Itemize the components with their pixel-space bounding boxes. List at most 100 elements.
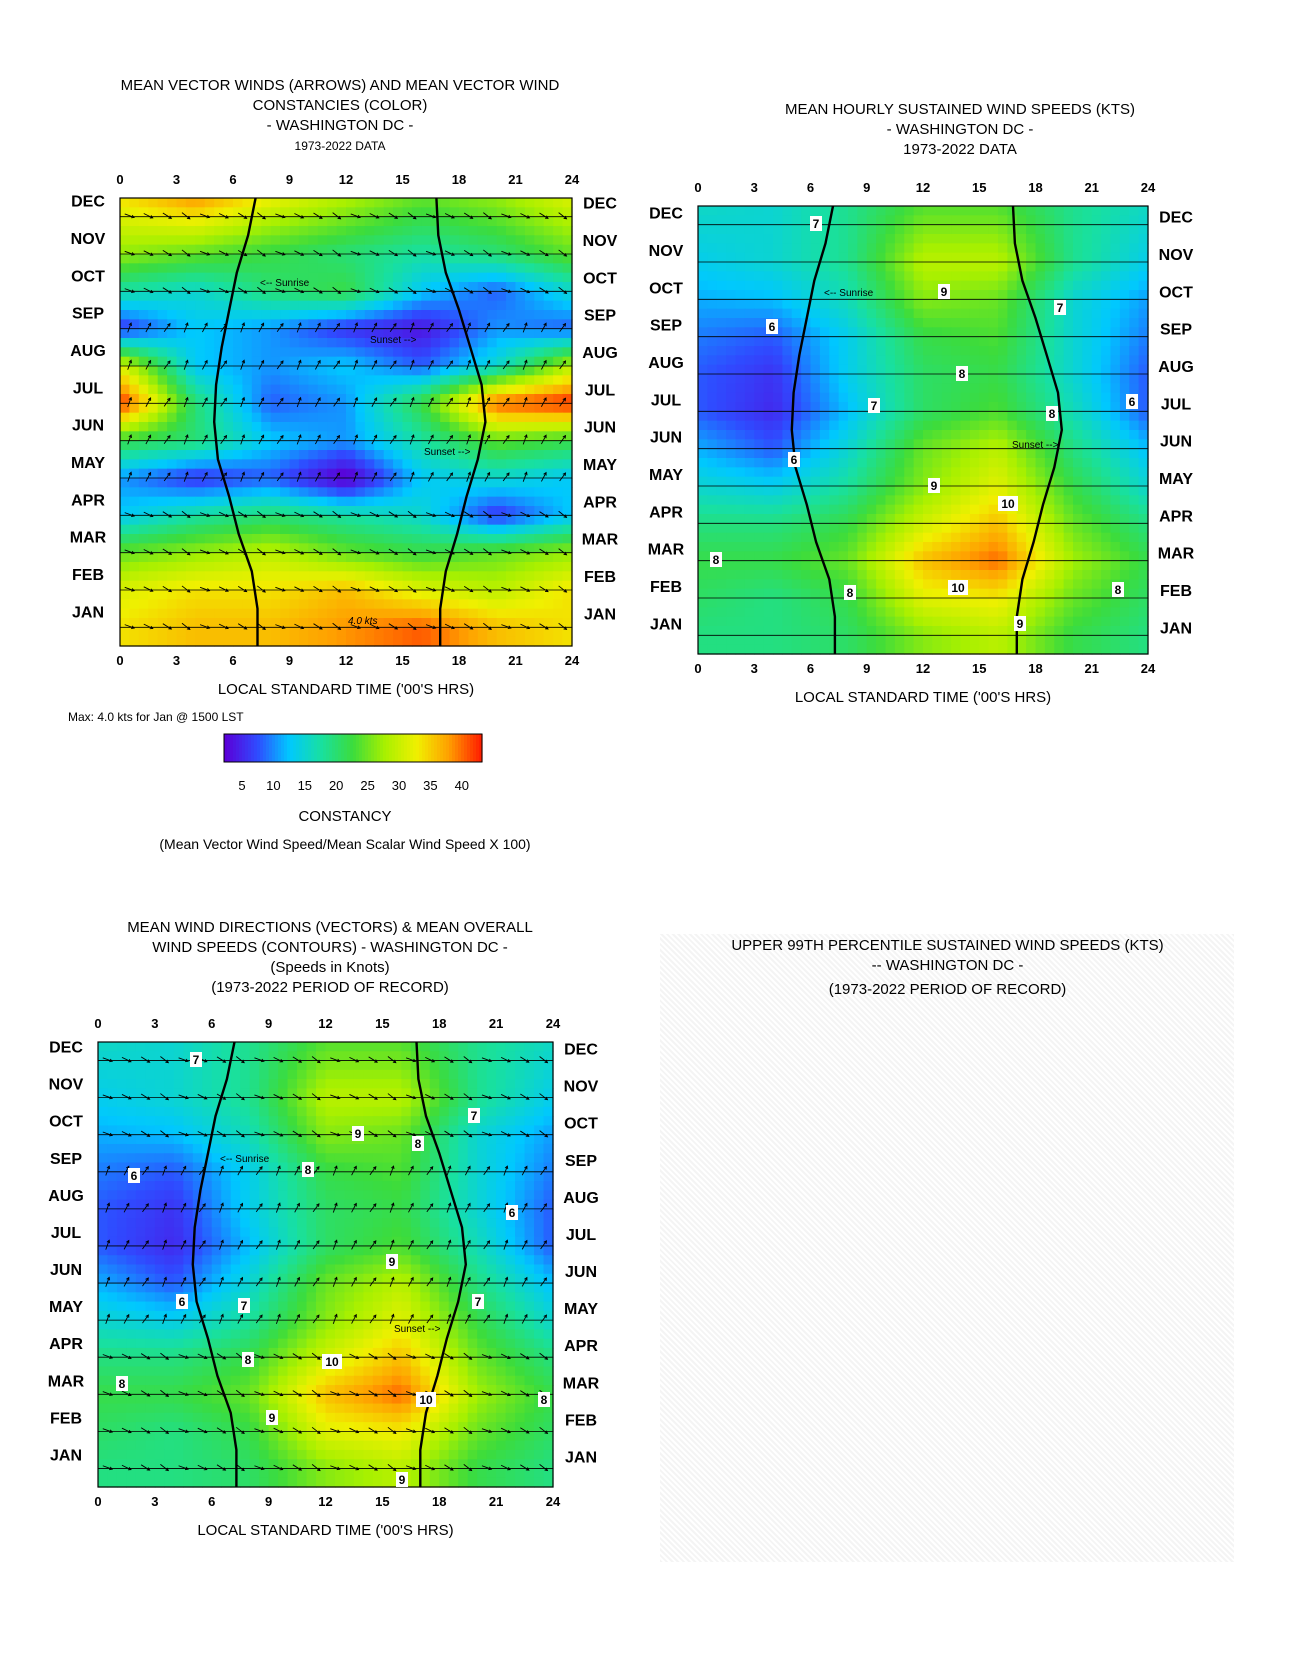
p2-heat-cell: [932, 355, 943, 366]
p1-heat-cell: [214, 590, 225, 600]
p2-heat-cell: [941, 420, 952, 431]
p2-heat-cell: [866, 504, 877, 515]
p2-heat-cell: [754, 402, 765, 412]
p1-heat-cell: [214, 263, 225, 274]
p1-heat-cell: [157, 310, 168, 320]
p1-heat-cell: [261, 422, 272, 432]
p2-heat-cell: [1063, 392, 1074, 403]
p1-heat-cell: [195, 580, 206, 591]
p2-heat-cell: [1026, 364, 1037, 375]
p1-heat-cell: [364, 272, 375, 283]
p1-heat-cell: [459, 590, 470, 600]
p2-heat-cell: [904, 430, 915, 440]
p2-heat-cell: [1016, 542, 1027, 552]
p2-heat-cell: [1101, 560, 1112, 571]
p2-heat-cell: [782, 560, 793, 571]
p1-heat-cell: [374, 319, 385, 330]
p1-heat-cell: [543, 599, 554, 610]
p2-heat-cell: [754, 280, 765, 291]
p1-heat-cell: [459, 543, 470, 554]
p1-heat-cell: [327, 636, 338, 647]
p2-heat-cell: [716, 364, 727, 375]
p2-heat-cell: [773, 262, 783, 272]
p2-heat-cell: [838, 308, 849, 319]
p1-heat-cell: [280, 636, 291, 647]
p2-heat-cell: [754, 262, 765, 272]
p1-heat-cell: [355, 375, 366, 386]
p1-heat-cell: [214, 534, 225, 544]
p1-heat-cell: [430, 636, 441, 647]
p1-heat-cell: [280, 263, 291, 274]
p2-heat-cell: [773, 420, 783, 431]
p1-heat-cell: [459, 366, 470, 376]
p2-heat-cell: [941, 299, 952, 310]
p1-heat-cell: [374, 347, 385, 358]
p1-heat-cell: [543, 506, 554, 516]
p1-heatmap: [120, 198, 573, 647]
p1-heat-cell: [374, 534, 385, 544]
p1-heat-cell: [120, 468, 131, 479]
p2-heat-cell: [951, 346, 962, 356]
p1-heat-cell: [242, 636, 253, 647]
p1-heat-cell: [459, 282, 470, 292]
p2-heat-cell: [988, 243, 999, 254]
p2-heat-cell: [979, 588, 990, 599]
p1-heat-cell: [421, 272, 432, 283]
p2-heat-cell: [857, 336, 868, 347]
p2-heat-cell: [698, 542, 708, 552]
p1-heat-cell: [430, 226, 441, 236]
p1-heat-cell: [214, 496, 225, 507]
p2-heat-cell: [1082, 252, 1093, 263]
p1-heat-cell: [496, 338, 507, 348]
p1-heat-cell: [280, 356, 291, 367]
p2-heat-cell: [744, 458, 755, 468]
p2-heat-cell: [1035, 308, 1046, 319]
p1-heat-cell: [355, 384, 366, 395]
p2-heat-cell: [969, 290, 980, 300]
p2-heat-cell: [866, 523, 877, 534]
p1-heat-cell: [204, 216, 215, 227]
p2-heat-cell: [1063, 476, 1074, 487]
p1-heat-cell: [233, 310, 244, 320]
p2-heat-cell: [1091, 467, 1102, 478]
p1-heat-cell: [242, 282, 253, 292]
p1-heat-cell: [251, 571, 262, 582]
p2-heat-cell: [829, 448, 840, 459]
p1-heat-cell: [327, 347, 338, 358]
p1-heat-cell: [327, 319, 338, 330]
p2-heat-cell: [716, 355, 727, 366]
p2-heat-cell: [819, 355, 830, 366]
p1-heat-cell: [157, 347, 168, 358]
p1-heat-cell: [487, 272, 498, 283]
p1-heat-cell: [393, 478, 404, 488]
p2-heat-cell: [763, 411, 774, 422]
p1-heat-cell: [176, 207, 187, 218]
p1-heat-cell: [120, 254, 131, 264]
p2-heat-cell: [735, 598, 746, 608]
p1-heat-cell: [327, 571, 338, 582]
p2-heat-cell: [960, 598, 971, 608]
p1-heat-cell: [496, 524, 507, 535]
p2-heat-cell: [1138, 234, 1149, 244]
p1-heat-cell: [346, 356, 357, 367]
p2-heat-cell: [857, 532, 868, 543]
p1-heat-cell: [524, 282, 535, 292]
p2-heat-cell: [744, 392, 755, 403]
p1-heat-cell: [157, 356, 168, 367]
p2-heat-cell: [988, 262, 999, 272]
p1-heat-cell: [223, 291, 234, 302]
p2-heat-cell: [782, 579, 793, 590]
p2-heat-cell: [848, 560, 858, 571]
p2-heat-cell: [951, 318, 962, 328]
p2-heat-cell: [716, 448, 727, 459]
p2-heat-cell: [848, 234, 858, 244]
p2-heat-cell: [988, 430, 999, 440]
p1-heat-cell: [148, 450, 159, 460]
p2-heat-cell: [1035, 532, 1046, 543]
p2-heat-cell: [1073, 318, 1083, 328]
p1-heat-cell: [421, 450, 432, 460]
p1-heat-cell: [289, 310, 300, 320]
p2-heat-cell: [1073, 411, 1083, 422]
p1-heat-cell: [374, 394, 385, 404]
p1-heat-cell: [280, 524, 291, 535]
